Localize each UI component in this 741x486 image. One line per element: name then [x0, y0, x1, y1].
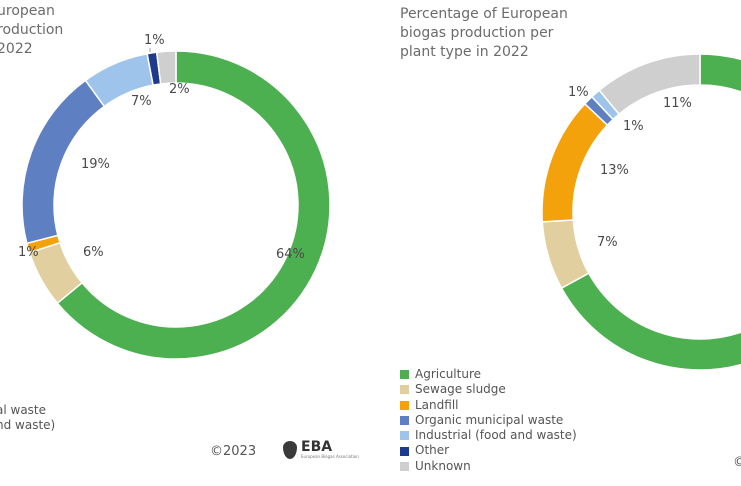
eba-logo-abbr: EBA	[301, 439, 333, 455]
donut2-label-industrial-food-and-waste: 1%	[623, 119, 644, 134]
donut1-label-industrial-food-and-waste: 7%	[131, 94, 152, 109]
donut1-label-agriculture: 64%	[276, 247, 305, 262]
donut1-label-other: 1%	[144, 33, 165, 48]
donut1-label-landfill: 1%	[18, 245, 39, 260]
donut2-label-landfill: 13%	[600, 163, 629, 178]
legend-swatch	[400, 370, 409, 380]
donut1-label-unknown: 2%	[169, 82, 190, 97]
left-legend-fragment-2: nd waste)	[0, 418, 56, 432]
eba-logo: EBA European Biogas Association	[283, 440, 359, 459]
legend-label: Unknown	[415, 458, 471, 473]
right-chart-title: Percentage of European biogas production…	[400, 6, 568, 60]
legend-item: Industrial (food and waste)	[400, 428, 577, 443]
legend-item: Other	[400, 443, 577, 458]
legend-label: Sewage sludge	[415, 382, 506, 397]
legend-swatch	[400, 431, 409, 441]
left-legend-fragment: al waste nd waste)	[0, 403, 55, 433]
donut1-label-sewage-sludge: 6%	[83, 245, 104, 260]
donut1-label-organic-municipal-waste: 19%	[81, 157, 110, 172]
legend-swatch	[400, 385, 409, 395]
legend-label: Other	[415, 443, 450, 458]
donut2-slice-landfill	[541, 102, 609, 223]
donut2-label-sewage-sludge: 7%	[597, 235, 618, 250]
legend-swatch	[400, 446, 409, 456]
left-legend-fragment-1: al waste	[0, 403, 47, 417]
donut1-slice-agriculture	[56, 50, 331, 360]
donut1-slice-unknown	[155, 50, 177, 85]
left-copyright: ©2023	[210, 444, 257, 459]
right-legend: Agriculture Sewage sludge Landfill Organic …	[400, 367, 577, 474]
legend-swatch	[400, 400, 409, 410]
donut2-slice-agriculture	[560, 53, 741, 371]
legend-label: Agriculture	[415, 367, 481, 381]
donut2-slice-unknown	[598, 53, 701, 116]
legend-item: Organic municipal waste	[400, 413, 577, 428]
legend-label: Industrial (food and waste)	[415, 428, 577, 443]
legend-label: Landfill	[415, 397, 459, 412]
legend-item: Unknown	[400, 459, 577, 474]
donut2-label-organic-municipal-waste: 1%	[568, 85, 589, 100]
legend-item: Sewage sludge	[400, 382, 577, 397]
eba-drop-icon	[283, 440, 297, 459]
right-copyright-fragment: ©	[733, 455, 741, 470]
donut2-label-unknown: 11%	[663, 96, 692, 111]
left-chart-title-fragment: uropean roduction 2022	[0, 3, 64, 57]
legend-item: Agriculture	[400, 367, 577, 382]
legend-item: Landfill	[400, 398, 577, 413]
eba-logo-full: European Biogas Association	[301, 454, 359, 459]
legend-swatch	[400, 416, 409, 426]
legend-swatch	[400, 461, 409, 471]
legend-label: Organic municipal waste	[415, 412, 564, 427]
